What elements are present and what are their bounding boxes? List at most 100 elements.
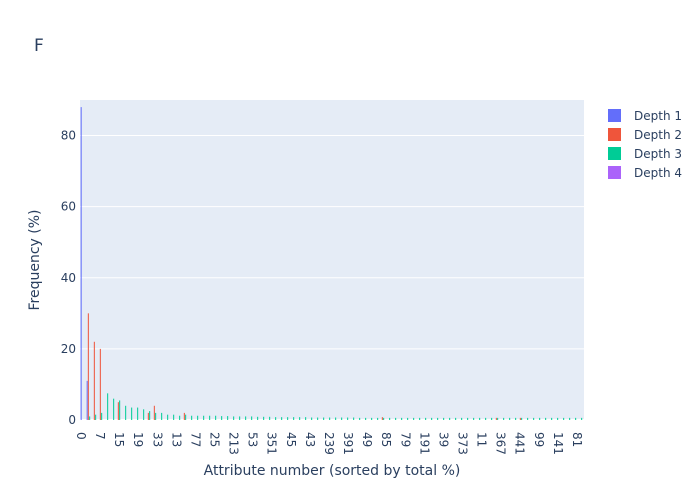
bar-depth-3[interactable]: [167, 414, 169, 420]
bar-depth-3[interactable]: [407, 417, 409, 420]
bar-depth-3[interactable]: [539, 417, 541, 420]
bar-depth-3[interactable]: [299, 417, 301, 420]
bar-depth-3[interactable]: [557, 417, 559, 420]
bar-depth-3[interactable]: [251, 416, 253, 420]
bar-depth-3[interactable]: [317, 417, 319, 420]
bar-depth-3[interactable]: [431, 417, 433, 420]
bar-depth-3[interactable]: [305, 417, 307, 420]
bar-depth-3[interactable]: [551, 417, 553, 420]
bar-depth-3[interactable]: [197, 415, 199, 420]
bar-depth-3[interactable]: [161, 412, 163, 420]
bar-depth-3[interactable]: [437, 417, 439, 420]
bar-depth-3[interactable]: [107, 393, 109, 420]
bar-depth-2[interactable]: [153, 405, 155, 420]
bar-depth-3[interactable]: [239, 416, 241, 420]
bar-depth-2[interactable]: [87, 313, 89, 420]
bar-depth-1[interactable]: [86, 380, 88, 420]
bar-depth-3[interactable]: [443, 417, 445, 420]
bar-depth-3[interactable]: [293, 417, 295, 420]
bar-depth-3[interactable]: [227, 416, 229, 420]
bar-depth-3[interactable]: [503, 417, 505, 420]
legend-item-depth-2[interactable]: Depth 2: [608, 128, 682, 142]
bar-depth-3[interactable]: [563, 417, 565, 420]
bar-depth-3[interactable]: [119, 400, 121, 420]
bar-depth-3[interactable]: [515, 417, 517, 420]
bar-depth-3[interactable]: [263, 416, 265, 420]
bar-depth-3[interactable]: [221, 416, 223, 420]
bar-depth-3[interactable]: [269, 416, 271, 420]
bar-depth-3[interactable]: [155, 412, 157, 420]
bar-depth-3[interactable]: [491, 417, 493, 420]
bar-depth-3[interactable]: [287, 417, 289, 420]
bar-depth-3[interactable]: [89, 416, 91, 420]
bar-depth-3[interactable]: [527, 417, 529, 420]
bar-depth-2[interactable]: [519, 417, 521, 420]
bar-depth-3[interactable]: [203, 415, 205, 420]
bar-depth-3[interactable]: [569, 417, 571, 420]
bar-depth-3[interactable]: [233, 416, 235, 420]
bar-depth-3[interactable]: [425, 417, 427, 420]
bar-depth-2[interactable]: [183, 412, 185, 420]
bar-depth-3[interactable]: [353, 417, 355, 420]
bar-depth-3[interactable]: [581, 417, 583, 420]
bar-depth-3[interactable]: [485, 417, 487, 420]
bar-depth-3[interactable]: [401, 417, 403, 420]
bar-depth-3[interactable]: [257, 416, 259, 420]
bar-depth-3[interactable]: [473, 417, 475, 420]
bar-depth-3[interactable]: [419, 417, 421, 420]
bar-depth-3[interactable]: [521, 417, 523, 420]
bar-depth-3[interactable]: [131, 407, 133, 420]
bar-depth-3[interactable]: [215, 415, 217, 420]
bar-depth-3[interactable]: [479, 417, 481, 420]
bar-depth-3[interactable]: [359, 417, 361, 420]
bar-depth-3[interactable]: [101, 412, 103, 420]
bar-depth-1[interactable]: [80, 107, 82, 420]
bar-depth-3[interactable]: [113, 398, 115, 420]
bar-depth-3[interactable]: [365, 417, 367, 420]
bar-depth-3[interactable]: [389, 417, 391, 420]
bar-depth-3[interactable]: [143, 409, 145, 420]
bar-depth-3[interactable]: [461, 417, 463, 420]
bar-depth-3[interactable]: [455, 417, 457, 420]
legend-item-depth-1[interactable]: Depth 1: [608, 109, 682, 123]
bar-depth-3[interactable]: [347, 417, 349, 420]
bar-depth-3[interactable]: [413, 417, 415, 420]
bar-depth-3[interactable]: [467, 417, 469, 420]
bar-depth-3[interactable]: [497, 417, 499, 420]
bar-depth-3[interactable]: [533, 417, 535, 420]
legend[interactable]: Depth 1 Depth 2 Depth 3 Depth 4: [608, 109, 682, 180]
bar-depth-2[interactable]: [117, 402, 119, 420]
bar-depth-3[interactable]: [149, 411, 151, 420]
bar-depth-2[interactable]: [147, 412, 149, 420]
bar-depth-3[interactable]: [191, 415, 193, 420]
bar-depth-2[interactable]: [93, 341, 95, 420]
bar-depth-3[interactable]: [185, 414, 187, 420]
bar-depth-3[interactable]: [329, 417, 331, 420]
bar-depth-3[interactable]: [137, 407, 139, 420]
bar-depth-3[interactable]: [449, 417, 451, 420]
bar-depth-3[interactable]: [95, 414, 97, 420]
bar-depth-3[interactable]: [575, 417, 577, 420]
bar-depth-3[interactable]: [281, 417, 283, 420]
bar-depth-3[interactable]: [335, 417, 337, 420]
bar-depth-3[interactable]: [341, 417, 343, 420]
bar-depth-3[interactable]: [125, 405, 127, 420]
bar-depth-2[interactable]: [381, 417, 383, 420]
bar-depth-3[interactable]: [383, 417, 385, 420]
bar-depth-3[interactable]: [311, 417, 313, 420]
bar-depth-3[interactable]: [245, 416, 247, 420]
bar-depth-2[interactable]: [99, 348, 101, 420]
bar-depth-3[interactable]: [209, 415, 211, 420]
legend-item-depth-3[interactable]: Depth 3: [608, 147, 682, 161]
bar-depth-3[interactable]: [371, 417, 373, 420]
bar-depth-3[interactable]: [377, 417, 379, 420]
bar-depth-2[interactable]: [495, 417, 497, 420]
bar-depth-3[interactable]: [545, 417, 547, 420]
bar-depth-3[interactable]: [275, 417, 277, 420]
legend-item-depth-4[interactable]: Depth 4: [608, 166, 682, 180]
bar-depth-3[interactable]: [509, 417, 511, 420]
bar-depth-3[interactable]: [173, 414, 175, 420]
bar-depth-3[interactable]: [179, 415, 181, 420]
bar-depth-3[interactable]: [395, 417, 397, 420]
bar-depth-3[interactable]: [323, 417, 325, 420]
